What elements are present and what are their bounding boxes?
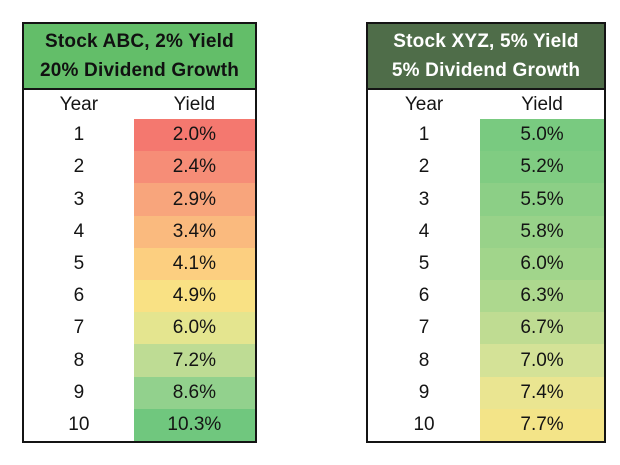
yield-cell: 6.0% — [133, 312, 255, 345]
year-cell: 2 — [368, 151, 481, 184]
table-row: 5 4.1% — [24, 247, 255, 281]
yield-cell: 4.9% — [133, 280, 255, 313]
year-cell: 5 — [24, 247, 134, 281]
table-row: 9 8.6% — [24, 376, 255, 409]
yield-cell: 2.4% — [133, 151, 255, 184]
yield-cell: 6.0% — [480, 247, 604, 281]
table-row: 4 3.4% — [24, 215, 255, 248]
table-row: 8 7.2% — [24, 344, 255, 377]
stock-abc-title: Stock ABC, 2% Yield 20% Dividend Growth — [24, 24, 255, 90]
yield-cell: 2.9% — [133, 183, 255, 216]
yield-cell: 5.2% — [480, 151, 604, 184]
year-cell: 3 — [24, 183, 134, 216]
yield-cell: 7.7% — [480, 408, 604, 442]
year-cell: 7 — [24, 312, 134, 345]
table-row: 7 6.7% — [368, 312, 604, 345]
yield-cell: 6.7% — [480, 312, 604, 345]
table-row: 7 6.0% — [24, 312, 255, 345]
stock-abc-title-line2: 20% Dividend Growth — [39, 60, 240, 81]
stock-abc-column-headers: Year Yield — [24, 90, 255, 119]
yield-cell: 7.4% — [480, 376, 604, 409]
year-cell: 10 — [368, 408, 481, 442]
stock-abc-table: Stock ABC, 2% Yield 20% Dividend Growth … — [22, 22, 257, 443]
table-row: 2 2.4% — [24, 151, 255, 184]
stock-abc-title-line1: Stock ABC, 2% Yield — [45, 31, 234, 52]
yield-column-header: Yield — [521, 93, 563, 115]
year-cell: 7 — [368, 312, 481, 345]
stock-xyz-column-headers: Year Yield — [368, 90, 604, 119]
year-cell: 3 — [368, 183, 481, 216]
yield-cell: 5.0% — [480, 119, 604, 152]
yield-cell: 4.1% — [133, 247, 255, 281]
table-row: 5 6.0% — [368, 247, 604, 281]
stock-xyz-title-line2: 5% Dividend Growth — [391, 60, 581, 81]
table-row: 2 5.2% — [368, 151, 604, 184]
year-cell: 8 — [24, 344, 134, 377]
table-row: 9 7.4% — [368, 376, 604, 409]
table-row: 10 10.3% — [24, 408, 255, 442]
yield-cell: 5.5% — [480, 183, 604, 216]
yield-column-header: Yield — [173, 93, 216, 115]
year-cell: 1 — [368, 119, 481, 152]
yield-cell: 6.3% — [480, 280, 604, 313]
year-cell: 10 — [24, 408, 134, 442]
year-cell: 1 — [24, 119, 134, 152]
table-row: 10 7.7% — [368, 408, 604, 442]
yield-cell: 2.0% — [133, 119, 255, 152]
year-cell: 9 — [368, 376, 481, 409]
yield-cell: 7.0% — [480, 344, 604, 377]
table-row: 4 5.8% — [368, 215, 604, 248]
table-row: 3 5.5% — [368, 183, 604, 216]
year-column-header: Year — [59, 93, 99, 115]
stock-xyz-title-line1: Stock XYZ, 5% Yield — [393, 31, 579, 52]
year-cell: 4 — [368, 215, 481, 248]
stock-xyz-table: Stock XYZ, 5% Yield 5% Dividend Growth Y… — [366, 22, 606, 443]
table-row: 6 6.3% — [368, 280, 604, 313]
table-row: 1 5.0% — [368, 119, 604, 152]
stock-xyz-title: Stock XYZ, 5% Yield 5% Dividend Growth — [368, 24, 604, 90]
year-cell: 6 — [24, 280, 134, 313]
yield-cell: 8.6% — [133, 376, 255, 409]
yield-cell: 5.8% — [480, 215, 604, 248]
table-row: 1 2.0% — [24, 119, 255, 152]
yield-cell: 10.3% — [133, 408, 255, 442]
year-cell: 9 — [24, 376, 134, 409]
table-row: 8 7.0% — [368, 344, 604, 377]
year-cell: 8 — [368, 344, 481, 377]
yield-cell: 7.2% — [133, 344, 255, 377]
year-cell: 5 — [368, 247, 481, 281]
stock-abc-rows: 1 2.0% 2 2.4% 3 2.9% 4 3.4% 5 4.1% 6 4.9… — [24, 119, 255, 442]
year-cell: 2 — [24, 151, 134, 184]
yield-cell: 3.4% — [133, 215, 255, 248]
table-row: 6 4.9% — [24, 280, 255, 313]
stock-xyz-rows: 1 5.0% 2 5.2% 3 5.5% 4 5.8% 5 6.0% 6 6.3… — [368, 119, 604, 442]
table-row: 3 2.9% — [24, 183, 255, 216]
year-column-header: Year — [404, 93, 444, 115]
year-cell: 6 — [368, 280, 481, 313]
year-cell: 4 — [24, 215, 134, 248]
